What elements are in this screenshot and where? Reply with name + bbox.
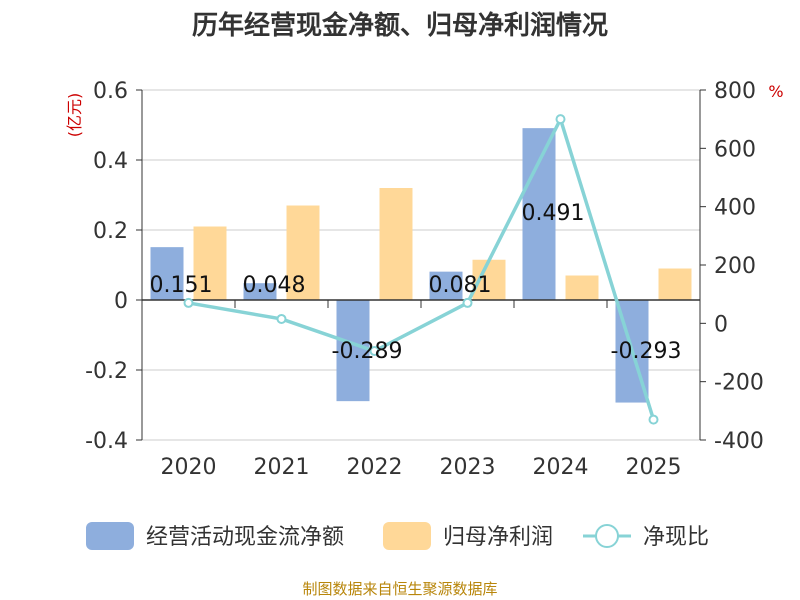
x-tick-label: 2020 (161, 455, 217, 480)
bar-operating-cashflow (522, 128, 556, 300)
bar-data-label: 0.491 (522, 201, 585, 226)
right-tick-label: -400 (714, 429, 764, 454)
data-labels: 0.151 0.048 -0.289 0.081 0.491 -0.293 (150, 201, 682, 364)
right-tick-label: 600 (714, 137, 756, 162)
left-tick-label: 0 (114, 289, 128, 314)
bar-operating-cashflow (336, 300, 370, 402)
bar-net-profit (193, 226, 227, 300)
ratio-line-path (188, 114, 656, 421)
x-tick-label: 2025 (626, 455, 682, 480)
chart-title: 历年经营现金净额、归母净利润情况 (192, 10, 608, 41)
right-tick-label: 200 (714, 254, 756, 279)
legend: 经营活动现金流净额 归母净利润 净现比 (86, 522, 709, 550)
ratio-point (648, 414, 659, 425)
left-tick-label: -0.2 (85, 359, 128, 384)
ratio-point (276, 313, 287, 324)
legend-label: 净现比 (643, 525, 709, 550)
ratio-point (183, 297, 194, 308)
ratio-point (369, 346, 380, 357)
bar-net-profit (565, 275, 599, 300)
left-tick-label: -0.4 (85, 429, 128, 454)
bar-net-profit (658, 268, 692, 300)
bar-operating-cashflow (243, 283, 277, 300)
legend-swatch (86, 522, 134, 550)
ratio-point (462, 297, 473, 308)
bar-data-label: 0.081 (429, 273, 492, 298)
bar-data-label: -0.289 (332, 339, 403, 364)
right-axis-unit: % (768, 82, 783, 101)
bar-data-label: 0.048 (243, 273, 306, 298)
bars (150, 128, 692, 403)
bar-operating-cashflow (150, 247, 184, 300)
legend-swatch (383, 522, 431, 550)
x-tick-label: 2023 (440, 455, 496, 480)
source-note: 制图数据来自恒生聚源数据库 (302, 580, 497, 598)
x-tick-label: 2021 (254, 455, 310, 480)
left-axis-unit: (亿元) (65, 93, 84, 138)
legend-label: 经营活动现金流净额 (146, 525, 344, 550)
left-tick-label: 0.6 (93, 79, 128, 104)
bar-data-label: -0.293 (611, 339, 682, 364)
bar-net-profit (379, 188, 413, 300)
left-tick-label: 0.4 (93, 149, 128, 174)
right-tick-label: 400 (714, 196, 756, 221)
legend-label: 归母净利润 (443, 525, 553, 550)
x-tick-label: 2024 (533, 455, 589, 480)
bar-operating-cashflow (429, 271, 463, 300)
ratio-line (183, 114, 659, 425)
left-tick-label: 0.2 (93, 219, 128, 244)
legend-marker (595, 524, 619, 548)
x-tick-label: 2022 (347, 455, 403, 480)
bar-data-label: 0.151 (150, 273, 213, 298)
right-tick-label: 0 (714, 312, 728, 337)
right-tick-label: 800 (714, 79, 756, 104)
bar-net-profit (286, 205, 320, 300)
axes: 0.6 0.4 0.2 0 -0.2 -0.4 800 600 400 200 0 -200 -400 2… (85, 79, 764, 480)
right-tick-label: -200 (714, 371, 764, 396)
ratio-point (555, 114, 566, 125)
